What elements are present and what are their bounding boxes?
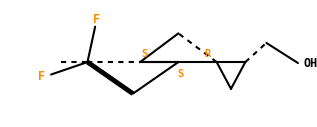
Text: F: F [93, 13, 100, 26]
Text: OH: OH [303, 58, 317, 70]
Text: F: F [38, 70, 45, 83]
Text: R: R [204, 49, 210, 59]
Text: S: S [142, 49, 148, 59]
Text: S: S [177, 69, 184, 78]
